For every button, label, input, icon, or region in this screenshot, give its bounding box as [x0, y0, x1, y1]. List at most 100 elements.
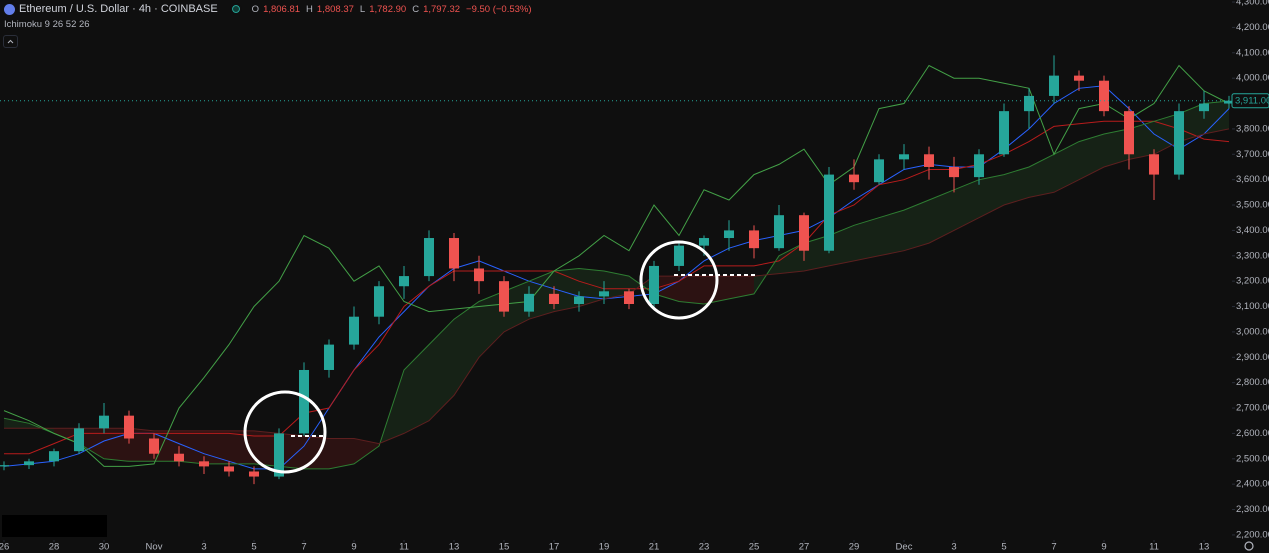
candle-body	[24, 461, 34, 466]
x-tick-label: 9	[351, 542, 356, 553]
ohlc-value: 1,808.37	[316, 3, 354, 15]
cloud-segment	[354, 438, 379, 464]
cloud-segment	[1054, 141, 1079, 193]
candle-body	[749, 230, 759, 249]
candle-body	[1174, 111, 1184, 175]
ohlc-key: L	[359, 3, 366, 15]
cloud-segment	[479, 291, 504, 358]
cloud-segment	[229, 430, 254, 464]
x-tick-label: 27	[799, 542, 810, 553]
ohlc-key: C	[412, 3, 420, 15]
x-tick-label: 15	[499, 542, 510, 553]
x-tick-label: Dec	[896, 542, 913, 553]
y-tick-label: 2,500.00	[1236, 453, 1269, 464]
y-tick-label: 3,300.00	[1236, 250, 1269, 261]
cloud-segment	[54, 428, 79, 444]
candle-body	[1124, 111, 1134, 155]
candle-body	[874, 159, 884, 183]
cloud-segment	[329, 438, 354, 469]
x-tick-label: 13	[1199, 542, 1210, 553]
x-tick-label: 28	[49, 542, 60, 553]
cloud-segment	[654, 276, 679, 302]
candle-body	[799, 215, 809, 251]
candle-body	[124, 415, 134, 439]
ohlc-value: 1,782.90	[369, 3, 407, 15]
plot-area	[0, 55, 1232, 485]
legend-header: Ethereum / U.S. Dollar · 4h · COINBASE O…	[4, 3, 534, 15]
cloud-segment	[1079, 134, 1104, 180]
cloud-segment	[204, 430, 229, 464]
candle-body	[949, 166, 959, 178]
indicator-line	[3, 64, 1230, 467]
cloud-segment	[829, 225, 854, 266]
y-tick-label: 3,800.00	[1236, 123, 1269, 134]
cloud-segment	[954, 179, 979, 231]
cloud-segment	[679, 276, 704, 304]
candle-body	[99, 415, 109, 429]
cloud-segment	[154, 430, 179, 462]
ohlc-key: H	[306, 3, 313, 15]
cloud-segment	[804, 235, 829, 271]
candle-body	[149, 438, 159, 454]
cloud-segment	[454, 301, 479, 396]
candle-body	[774, 215, 784, 249]
cloud-segment	[104, 428, 129, 462]
x-tick-label: Nov	[146, 542, 163, 553]
candle-body	[0, 465, 10, 467]
price-tag-label: 3,911.00	[1235, 95, 1269, 106]
cloud-segment	[1179, 103, 1204, 142]
y-tick-label: 3,100.00	[1236, 301, 1269, 312]
y-tick-label: 4,300.00	[1236, 0, 1269, 8]
candle-body	[174, 453, 184, 462]
cloud-segment	[79, 428, 104, 459]
x-tick-label: 30	[99, 542, 110, 553]
cloud-segment	[1204, 101, 1229, 134]
candle-body	[1099, 80, 1109, 112]
y-tick-label: 2,700.00	[1236, 403, 1269, 414]
x-tick-label: 5	[1001, 542, 1006, 553]
candle-body	[899, 154, 909, 160]
candle-body	[49, 451, 59, 462]
symbol-name[interactable]: Ethereum / U.S. Dollar · 4h · COINBASE	[19, 3, 218, 15]
highlight-circle	[243, 390, 327, 474]
cloud-segment	[4, 418, 29, 429]
candle-body	[849, 174, 859, 183]
indicator-line	[4, 128, 1230, 445]
candle-body	[424, 238, 434, 277]
candle-body	[224, 466, 234, 472]
candle-body	[1224, 100, 1232, 104]
candle-body	[649, 265, 659, 305]
x-tick-label: 5	[251, 542, 256, 553]
x-tick-label: 23	[699, 542, 710, 553]
indicator-line	[3, 85, 1230, 470]
x-tick-label: 7	[1051, 542, 1056, 553]
y-tick-label: 2,800.00	[1236, 377, 1269, 388]
cloud-segment	[179, 430, 204, 464]
x-tick-label: 9	[1101, 542, 1106, 553]
cloud-segment	[129, 428, 154, 462]
cloud-segment	[904, 200, 929, 251]
cloud-segment	[979, 174, 1004, 218]
candle-body	[674, 245, 684, 266]
cloud-segment	[929, 189, 954, 244]
change: −9.50 (−0.53%)	[466, 3, 532, 15]
candle-body	[824, 174, 834, 251]
candle-body	[274, 433, 284, 477]
cloud-segment	[1154, 113, 1179, 155]
candle-body	[349, 316, 359, 345]
y-tick-label: 3,700.00	[1236, 149, 1269, 160]
candle-body	[724, 230, 734, 239]
candle-body	[499, 281, 509, 312]
collapse-button[interactable]	[3, 35, 18, 48]
candle-body	[699, 238, 709, 246]
price-tag-box	[1231, 93, 1269, 109]
settings-icon[interactable]	[1244, 541, 1254, 551]
chevron	[7, 39, 14, 44]
indicator-label[interactable]: Ichimoku 9 26 52 26	[4, 19, 90, 30]
candle-body	[324, 344, 334, 370]
candle-body	[974, 154, 984, 178]
candle-body	[249, 471, 259, 477]
candle-body	[449, 238, 459, 269]
y-tick-label: 3,600.00	[1236, 174, 1269, 185]
cloud-segment	[1104, 128, 1129, 167]
